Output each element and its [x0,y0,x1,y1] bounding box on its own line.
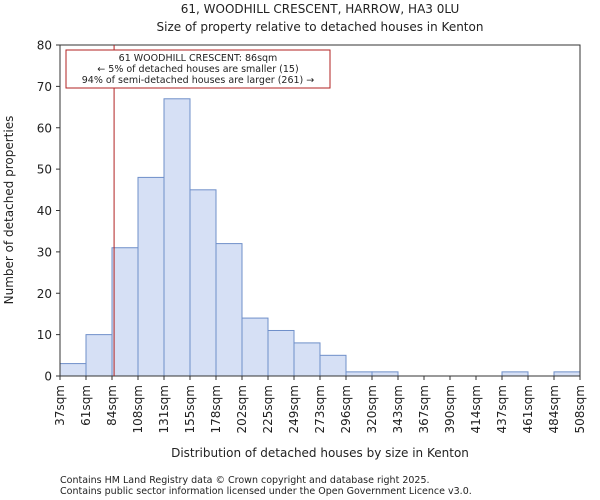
x-tick-label: 178sqm [209,385,223,433]
x-tick-label: 37sqm [53,385,67,426]
x-axis-label: Distribution of detached houses by size … [171,446,469,460]
x-tick-label: 484sqm [547,385,561,433]
annotation-box: 61 WOODHILL CRESCENT: 86sqm ← 5% of deta… [65,49,331,89]
x-tick-label: 320sqm [365,385,379,433]
bar-155sqm [189,189,217,377]
x-tick-label: 249sqm [287,385,301,433]
x-tick-label: 296sqm [339,385,353,433]
bar-84sqm [111,247,139,377]
y-tick-label: 40 [37,204,52,218]
bar-437sqm [501,371,529,377]
y-tick-label: 50 [37,163,52,177]
bar-202sqm [241,317,269,377]
chart-subtitle: Size of property relative to detached ho… [157,20,484,34]
x-tick-label: 84sqm [105,385,119,426]
bar-249sqm [293,342,321,377]
y-tick-label: 80 [37,39,52,53]
annotation-line-1: 61 WOODHILL CRESCENT: 86sqm [119,53,278,64]
x-tick-label: 461sqm [521,385,535,433]
bars [59,98,581,377]
x-tick-label: 343sqm [391,385,405,433]
y-tick-label: 70 [37,80,52,94]
y-axis-label: Number of detached properties [2,116,16,305]
bar-131sqm [163,98,191,377]
x-tick-label: 508sqm [573,385,587,433]
bar-484sqm [553,371,581,377]
y-tick-label: 30 [37,245,52,259]
annotation-line-2: ← 5% of detached houses are smaller (15) [97,64,298,75]
y-tick-label: 0 [44,370,52,384]
bar-320sqm [371,371,399,377]
y-tick-label: 60 [37,121,52,135]
x-tick-label: 108sqm [131,385,145,433]
x-tick-label: 155sqm [183,385,197,433]
x-tick-label: 131sqm [157,385,171,433]
y-tick-label: 10 [37,328,52,342]
x-tick-label: 390sqm [443,385,457,433]
bar-178sqm [215,243,243,377]
x-axis-ticks: 37sqm 61sqm 84sqm 108sqm 131sqm 155sqm 178sqm 2… [53,376,587,433]
x-tick-label: 437sqm [495,385,509,433]
x-tick-label: 273sqm [313,385,327,433]
bar-37sqm [59,363,87,377]
bar-273sqm [319,354,347,377]
bar-296sqm [345,371,373,377]
plot-frame [59,44,581,377]
x-tick-label: 202sqm [235,385,249,433]
x-tick-label: 61sqm [79,385,93,426]
y-tick-label: 20 [37,287,52,301]
x-tick-label: 225sqm [261,385,275,433]
bar-61sqm [85,334,113,377]
footer-line-1: Contains HM Land Registry data © Crown c… [60,475,430,486]
bar-225sqm [267,329,295,377]
annotation-line-3: 94% of semi-detached houses are larger (… [82,75,315,86]
chart-title: 61, WOODHILL CRESCENT, HARROW, HA3 0LU [181,2,460,16]
x-tick-label: 367sqm [417,385,431,433]
bar-108sqm [137,176,165,377]
x-tick-label: 414sqm [469,385,483,433]
footer-line-2: Contains public sector information licen… [60,486,472,497]
y-axis-ticks: 0 10 20 30 40 50 60 70 80 [37,39,60,384]
